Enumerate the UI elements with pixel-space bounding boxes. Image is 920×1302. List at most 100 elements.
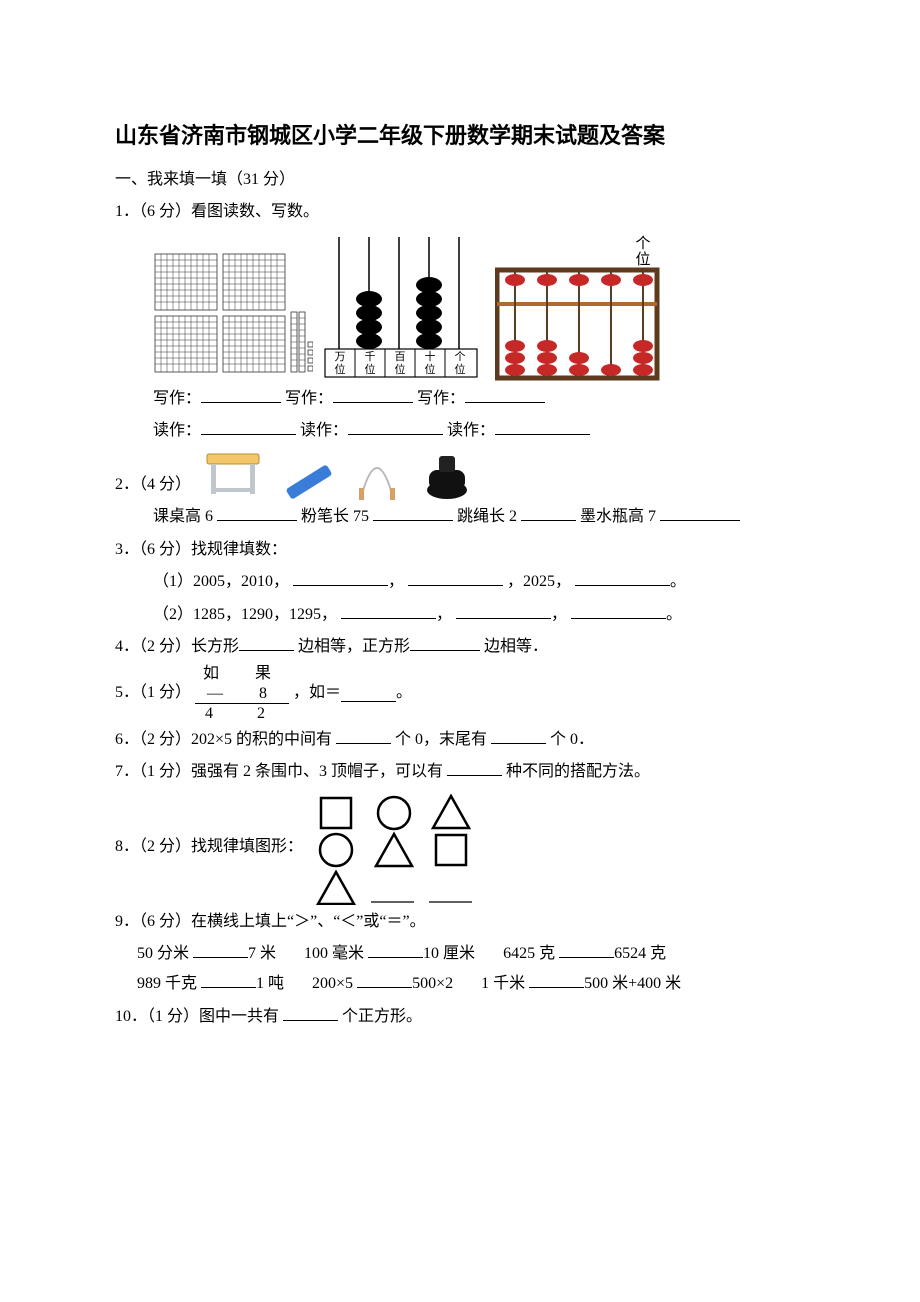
q2-item-label: 课桌高 6 <box>153 508 213 525</box>
q3-prompt: 3．（6 分）找规律填数： <box>115 535 810 565</box>
q9-b: 500×2 <box>412 975 453 992</box>
q1-read-row: 读作： 读作： 读作： <box>115 416 810 446</box>
blank[interactable] <box>341 685 396 702</box>
svg-text:位: 位 <box>365 362 376 376</box>
svg-text:千: 千 <box>365 350 376 363</box>
blank[interactable] <box>447 759 502 776</box>
q5-top-label: 如 果 <box>195 664 289 683</box>
blank[interactable] <box>491 727 546 744</box>
blank[interactable] <box>201 971 256 988</box>
blank[interactable] <box>465 386 545 403</box>
q1-blocks-icon <box>153 252 313 382</box>
svg-text:万: 万 <box>335 351 346 363</box>
blank[interactable] <box>660 504 740 521</box>
blank[interactable] <box>217 504 297 521</box>
q9-prompt: 9．（6 分）在横线上填上“＞”、“＜”或“＝”。 <box>115 907 810 937</box>
q4-text: 边相等． <box>484 638 548 655</box>
q1-prompt: 1．（6 分）看图读数、写数。 <box>115 197 810 227</box>
blank[interactable] <box>239 634 294 651</box>
q2-labels: 课桌高 6 粉笔长 75 跳绳长 2 墨水瓶高 7 <box>115 502 810 532</box>
q1-suanpan-icon: 个 位 <box>495 232 660 382</box>
blank[interactable] <box>283 1004 338 1021</box>
ink-bottle-icon <box>419 448 475 500</box>
q3-line1: （1）2005，2010， ， ，2025， 。 <box>115 567 810 597</box>
q9-b: 10 厘米 <box>423 945 475 962</box>
blank[interactable] <box>373 504 453 521</box>
q10-text: 10．（1 分）图中一共有 <box>115 1008 279 1025</box>
q4-text: 边相等，正方形 <box>298 638 410 655</box>
q9-b: 1 吨 <box>256 975 284 992</box>
q4-text: 4．（2 分）长方形 <box>115 638 239 655</box>
exam-page: 山东省济南市钢城区小学二年级下册数学期末试题及答案 一、我来填一填（31 分） … <box>0 0 920 1074</box>
blank[interactable] <box>495 418 590 435</box>
blank[interactable] <box>201 418 296 435</box>
blank[interactable] <box>408 569 503 586</box>
q8: 8．（2 分）找规律填图形： <box>115 790 810 905</box>
q5-fraction: 如 果 — 8 4 2 <box>195 664 289 723</box>
blank[interactable] <box>333 386 413 403</box>
q9-b: 7 米 <box>248 945 276 962</box>
q1-write-label: 写作： <box>417 390 465 407</box>
blank[interactable] <box>201 386 281 403</box>
blank[interactable] <box>336 727 391 744</box>
q9-a: 1 千米 <box>481 975 525 992</box>
blank[interactable] <box>456 602 551 619</box>
q5-bot-num: 4 2 <box>195 704 289 723</box>
svg-text:个: 个 <box>455 350 466 363</box>
blank[interactable] <box>357 971 412 988</box>
q2-prompt: 2．（4 分） <box>115 470 191 500</box>
svg-text:位: 位 <box>425 362 436 376</box>
q7-text: 7．（1 分）强强有 2 条围巾、3 顶帽子，可以有 <box>115 763 443 780</box>
blank[interactable] <box>368 941 423 958</box>
q9-row1: 50 分米 7 米 100 毫米 10 厘米 6425 克 6524 克 <box>115 939 810 969</box>
q8-prompt: 8．（2 分）找规律填图形： <box>115 832 303 862</box>
blank[interactable] <box>410 634 480 651</box>
svg-text:位: 位 <box>335 362 346 376</box>
q7: 7．（1 分）强强有 2 条围巾、3 顶帽子，可以有 种不同的搭配方法。 <box>115 757 810 787</box>
blank[interactable] <box>293 569 388 586</box>
q1-figures: 万位 千位 百位 十位 个位 个 位 <box>153 232 810 382</box>
q1-read-label: 读作： <box>153 422 201 439</box>
q6-text: 个 0． <box>550 731 594 748</box>
page-title: 山东省济南市钢城区小学二年级下册数学期末试题及答案 <box>115 115 810 157</box>
q5-suffix: ，如＝ <box>293 678 341 708</box>
svg-text:个: 个 <box>635 235 650 252</box>
q7-text: 种不同的搭配方法。 <box>506 763 650 780</box>
q1-counting-abacus-icon: 万位 千位 百位 十位 个位 <box>319 237 489 382</box>
chalk-icon <box>275 448 335 500</box>
q2-item-label: 跳绳长 2 <box>457 508 517 525</box>
q9-a: 50 分米 <box>137 945 189 962</box>
q2-item-label: 墨水瓶高 7 <box>580 508 656 525</box>
q10-text: 个正方形。 <box>342 1008 422 1025</box>
desk-icon <box>203 448 263 500</box>
section-heading: 一、我来填一填（31 分） <box>115 165 810 195</box>
q5: 5．（1 分） 如 果 — 8 4 2 ，如＝。 <box>115 664 810 723</box>
blank[interactable] <box>571 602 666 619</box>
svg-text:十: 十 <box>425 349 436 363</box>
q9-a: 6425 克 <box>503 945 555 962</box>
blank[interactable] <box>193 941 248 958</box>
svg-text:位: 位 <box>395 362 406 376</box>
q2-item-label: 粉笔长 75 <box>301 508 369 525</box>
svg-text:百: 百 <box>395 351 406 363</box>
blank[interactable] <box>559 941 614 958</box>
blank[interactable] <box>521 504 576 521</box>
blank[interactable] <box>348 418 443 435</box>
q3-text: （2）1285，1290，1295， <box>153 606 337 623</box>
q4: 4．（2 分）长方形 边相等，正方形 边相等． <box>115 632 810 662</box>
q5-end: 。 <box>396 678 412 708</box>
q10: 10．（1 分）图中一共有 个正方形。 <box>115 1002 810 1032</box>
q6: 6．（2 分）202×5 的积的中间有 个 0，末尾有 个 0． <box>115 725 810 755</box>
blank[interactable] <box>575 569 670 586</box>
blank[interactable] <box>341 602 436 619</box>
q3-text: ，2025， <box>507 573 571 590</box>
q1-write-label: 写作： <box>285 390 333 407</box>
q9-b: 6524 克 <box>614 945 666 962</box>
blank[interactable] <box>529 971 584 988</box>
q3-text: （1）2005，2010， <box>153 573 289 590</box>
q1-read-label: 读作： <box>447 422 495 439</box>
jump-rope-icon <box>347 448 407 500</box>
q1-read-label: 读作： <box>300 422 348 439</box>
q1-write-row: 写作： 写作： 写作： <box>115 384 810 414</box>
q2-row: 2．（4 分） <box>115 448 810 500</box>
